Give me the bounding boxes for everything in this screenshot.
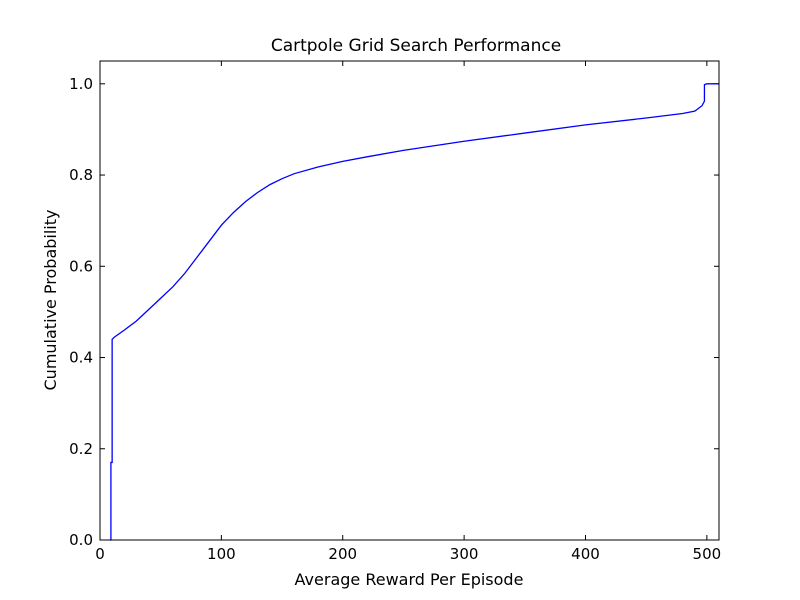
y-tick-label: 1.0 <box>69 75 93 93</box>
cdf-series-line <box>109 83 719 541</box>
x-tick-label: 100 <box>207 545 236 563</box>
series-layer <box>109 83 719 541</box>
y-tick-label: 0.2 <box>69 440 93 458</box>
x-tick-label: 400 <box>571 545 600 563</box>
x-tick-label: 0 <box>95 545 105 563</box>
x-tick-label: 500 <box>693 545 722 563</box>
y-tick-label: 0.8 <box>69 166 93 184</box>
y-tick-label: 0.0 <box>69 531 93 549</box>
x-tick-label: 200 <box>328 545 357 563</box>
x-axis-label: Average Reward Per Episode <box>295 570 524 589</box>
chart-title: Cartpole Grid Search Performance <box>271 36 561 56</box>
y-axis-label: Cumulative Probability <box>41 210 60 391</box>
ticks-layer: 0 100 200 300 400 500 0.0 0.2 0.4 0.6 0.8 1.0 <box>69 61 721 563</box>
plot-frame <box>99 60 720 541</box>
y-tick-label: 0.4 <box>69 349 93 367</box>
y-tick-label: 0.6 <box>69 257 93 275</box>
x-tick-label: 300 <box>450 545 479 563</box>
